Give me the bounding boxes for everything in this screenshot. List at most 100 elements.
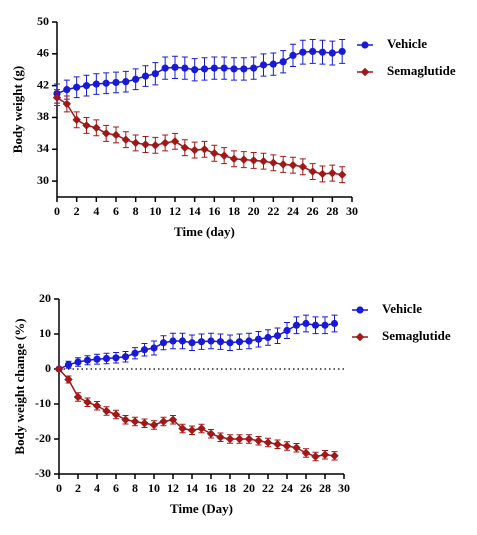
point	[171, 63, 179, 71]
point	[235, 434, 244, 444]
point	[289, 51, 297, 60]
point	[191, 66, 199, 74]
point	[170, 137, 180, 146]
x-tick-label: 2	[75, 481, 81, 495]
x-tick-label: 6	[113, 481, 119, 495]
x-tick-label: 10	[149, 204, 161, 218]
x-tick-label: 20	[248, 204, 260, 218]
point	[111, 410, 121, 419]
point	[216, 338, 225, 346]
point	[337, 170, 347, 179]
point	[216, 433, 225, 442]
legend-marker	[356, 306, 364, 314]
point	[309, 47, 317, 56]
point	[282, 441, 292, 451]
point	[318, 48, 327, 56]
point	[150, 344, 158, 352]
x-tick-label: 18	[224, 481, 236, 495]
point	[181, 64, 189, 72]
point	[178, 424, 187, 433]
point	[151, 70, 159, 78]
x-axis-label: Time (day)	[174, 224, 235, 239]
point	[219, 151, 229, 160]
point	[273, 332, 282, 340]
x-tick-label: 18	[228, 204, 240, 218]
point	[141, 140, 150, 149]
x-tick-label: 0	[56, 481, 62, 495]
point	[140, 419, 149, 428]
y-tick-label: 42	[37, 77, 49, 91]
point	[210, 64, 218, 72]
point	[206, 429, 216, 438]
y-tick-label: -30	[35, 466, 51, 480]
point	[159, 417, 168, 426]
point	[92, 123, 101, 132]
point	[226, 339, 234, 347]
y-tick-label: 10	[39, 326, 51, 340]
point	[302, 319, 310, 328]
point	[278, 160, 288, 169]
x-tick-label: 4	[94, 481, 100, 495]
point	[112, 354, 120, 362]
y-tick-label: 34	[37, 141, 49, 155]
x-tick-label: 24	[281, 481, 293, 495]
x-tick-label: 22	[262, 481, 274, 495]
y-tick-label: 30	[37, 173, 49, 187]
point	[298, 162, 308, 171]
point	[93, 355, 101, 363]
point	[249, 156, 258, 165]
point	[82, 82, 91, 90]
x-tick-label: 10	[148, 481, 160, 495]
legend-label: Semaglutide	[382, 328, 451, 343]
x-tick-label: 28	[326, 204, 338, 218]
x-tick-label: 28	[319, 481, 331, 495]
point	[141, 72, 150, 80]
point	[330, 451, 339, 460]
point	[188, 339, 196, 347]
point	[328, 49, 336, 57]
point	[264, 333, 272, 342]
legend-marker	[355, 332, 365, 342]
point	[292, 321, 301, 329]
point	[239, 155, 249, 164]
x-tick-label: 8	[133, 204, 139, 218]
point	[197, 424, 206, 433]
point	[299, 48, 307, 56]
point	[161, 64, 169, 72]
x-tick-label: 20	[243, 481, 255, 495]
point	[63, 86, 71, 94]
point	[92, 80, 100, 88]
x-tick-label: 24	[287, 204, 299, 218]
y-tick-label: 50	[37, 14, 49, 28]
point	[273, 440, 282, 449]
x-tick-label: 4	[93, 204, 99, 218]
point	[74, 358, 82, 366]
x-tick-label: 14	[186, 481, 198, 495]
point	[283, 326, 291, 335]
point	[288, 160, 298, 170]
point	[244, 434, 254, 444]
point	[64, 375, 73, 384]
point	[259, 157, 268, 166]
point	[151, 141, 160, 150]
point	[178, 337, 187, 345]
point	[210, 149, 219, 158]
point	[180, 143, 190, 152]
point	[102, 406, 111, 416]
y-axis-label: Body weight (g)	[10, 66, 25, 153]
point	[159, 339, 168, 347]
point	[235, 338, 244, 346]
point	[83, 398, 92, 407]
x-tick-label: 12	[167, 481, 179, 495]
point	[311, 321, 320, 329]
point	[321, 321, 329, 329]
point	[220, 64, 228, 72]
point	[308, 167, 317, 176]
point	[111, 130, 121, 140]
y-tick-label: 46	[37, 46, 49, 60]
point	[292, 443, 301, 452]
point	[140, 346, 149, 354]
point	[318, 169, 327, 179]
